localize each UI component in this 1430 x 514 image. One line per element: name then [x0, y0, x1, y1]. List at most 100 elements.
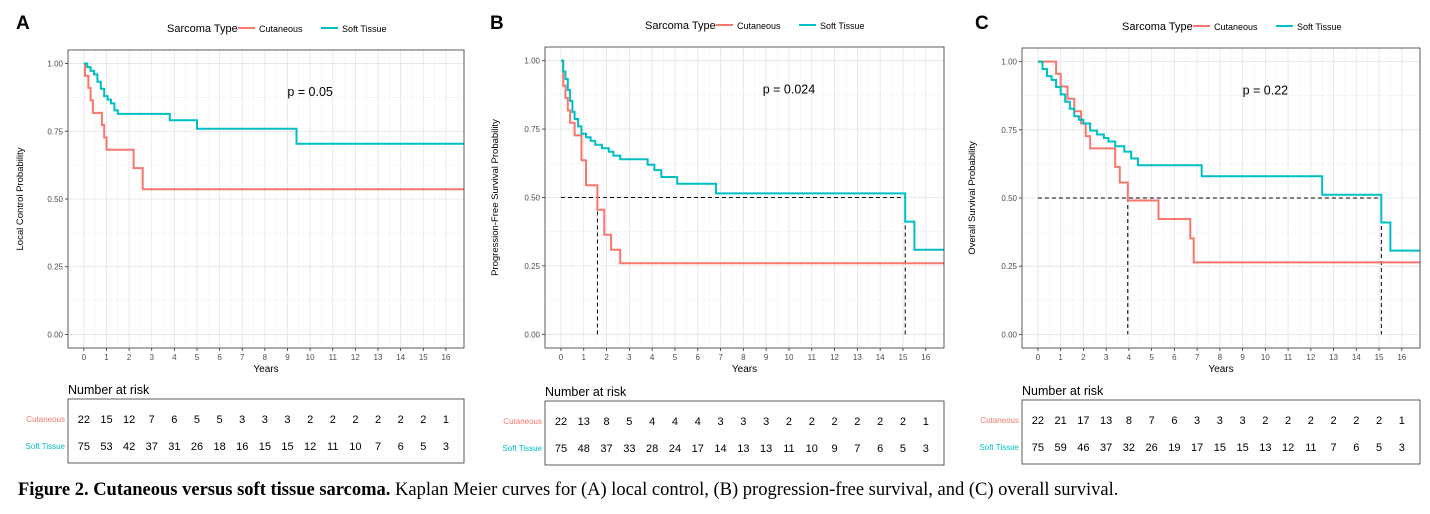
risk-count: 13 [578, 416, 590, 428]
caption-text: Kaplan Meier curves for (A) local contro… [390, 480, 1119, 500]
risk-row-label-soft-tissue: Soft Tissue [979, 443, 1019, 452]
risk-count: 2 [420, 414, 426, 426]
risk-count: 13 [737, 443, 749, 455]
risk-count: 11 [327, 441, 338, 453]
p-value-label: p = 0.05 [287, 85, 333, 99]
risk-count: 13 [1259, 442, 1271, 454]
x-tick-label: 0 [82, 353, 87, 362]
risk-count: 37 [146, 441, 158, 453]
risk-count: 5 [420, 441, 426, 453]
x-tick-label: 5 [195, 353, 200, 362]
x-tick-label: 4 [172, 353, 177, 362]
risk-table-border [67, 398, 465, 464]
x-axis-label: Years [253, 364, 278, 375]
risk-count: 2 [877, 416, 883, 428]
risk-count: 21 [1055, 415, 1067, 427]
risk-count: 48 [578, 443, 590, 455]
survival-curve-cutaneous [561, 59, 944, 265]
risk-count: 19 [1168, 442, 1180, 454]
risk-row-label-cutaneous: Cutaneous [980, 416, 1019, 425]
risk-count: 6 [171, 414, 177, 426]
legend-label: Cutaneous [1214, 22, 1258, 32]
x-tick-label: 14 [396, 353, 405, 362]
survival-curve-soft-tissue [1037, 60, 1420, 252]
risk-count: 1 [443, 414, 449, 426]
x-tick-label: 14 [876, 353, 885, 362]
y-tick-label: 0.00 [524, 330, 540, 339]
risk-count: 4 [672, 416, 678, 428]
x-tick-label: 6 [217, 353, 222, 362]
risk-count: 2 [1331, 415, 1337, 427]
legend: Sarcoma Type Cutaneous Soft Tissue [1122, 21, 1342, 33]
risk-row-label-cutaneous: Cutaneous [503, 417, 542, 426]
risk-row-label-soft-tissue: Soft Tissue [502, 444, 542, 453]
risk-count: 13 [760, 443, 772, 455]
x-tick-label: 8 [1218, 353, 1223, 362]
risk-count: 22 [78, 414, 90, 426]
risk-count: 32 [1123, 442, 1135, 454]
risk-count: 2 [1376, 415, 1382, 427]
risk-count: 42 [123, 441, 135, 453]
x-tick-label: 2 [604, 353, 609, 362]
risk-count: 2 [831, 416, 837, 428]
risk-table-title: Number at risk [1022, 384, 1104, 398]
legend-title: Sarcoma Type [167, 23, 238, 35]
risk-count: 2 [809, 416, 815, 428]
risk-count: 2 [900, 416, 906, 428]
y-tick-label: 1.00 [524, 57, 540, 66]
x-tick-label: 3 [627, 353, 632, 362]
x-tick-label: 9 [1240, 353, 1245, 362]
legend-label: Soft Tissue [342, 24, 387, 34]
x-tick-label: 1 [104, 353, 109, 362]
risk-count: 12 [304, 441, 316, 453]
risk-count: 7 [1331, 442, 1337, 454]
risk-count: 4 [695, 416, 701, 428]
risk-count: 31 [168, 441, 180, 453]
risk-count: 33 [623, 443, 635, 455]
risk-count: 75 [555, 443, 567, 455]
risk-count: 2 [1353, 415, 1359, 427]
x-tick-label: 9 [764, 353, 769, 362]
risk-count: 9 [831, 443, 837, 455]
x-tick-label: 11 [1284, 353, 1293, 362]
risk-count: 3 [1194, 415, 1200, 427]
x-tick-label: 2 [127, 353, 132, 362]
x-tick-label: 6 [1172, 353, 1177, 362]
x-tick-label: 3 [149, 353, 154, 362]
x-tick-label: 0 [1036, 353, 1041, 362]
risk-count: 8 [1126, 415, 1132, 427]
risk-table-title: Number at risk [545, 385, 627, 399]
risk-count: 3 [763, 416, 769, 428]
y-tick-label: 1.00 [1001, 58, 1017, 67]
y-axis-label: Local Control Probability [15, 147, 26, 250]
risk-count: 2 [854, 416, 860, 428]
x-tick-label: 10 [306, 353, 315, 362]
risk-count: 3 [443, 441, 449, 453]
legend-label: Cutaneous [737, 21, 781, 31]
risk-count: 7 [854, 443, 860, 455]
y-tick-label: 0.50 [524, 194, 540, 203]
legend-label: Cutaneous [259, 24, 303, 34]
x-tick-label: 13 [374, 353, 383, 362]
risk-count: 10 [806, 443, 818, 455]
survival-curve-soft-tissue [83, 62, 464, 145]
panel-label: C [975, 13, 989, 34]
y-tick-label: 0.75 [47, 127, 63, 136]
x-tick-label: 2 [1081, 353, 1086, 362]
x-tick-label: 7 [240, 353, 245, 362]
risk-count: 37 [1100, 442, 1112, 454]
y-axis-label: Overall Survival Probability [967, 141, 978, 255]
x-tick-label: 14 [1352, 353, 1361, 362]
risk-table-title: Number at risk [68, 383, 150, 397]
risk-count: 2 [330, 414, 336, 426]
risk-count: 13 [1100, 415, 1112, 427]
y-tick-label: 0.00 [47, 330, 63, 339]
p-value-label: p = 0.22 [1243, 83, 1289, 97]
legend: Sarcoma Type Cutaneous Soft Tissue [167, 23, 387, 35]
risk-count: 2 [1308, 415, 1314, 427]
legend-title: Sarcoma Type [645, 20, 716, 32]
